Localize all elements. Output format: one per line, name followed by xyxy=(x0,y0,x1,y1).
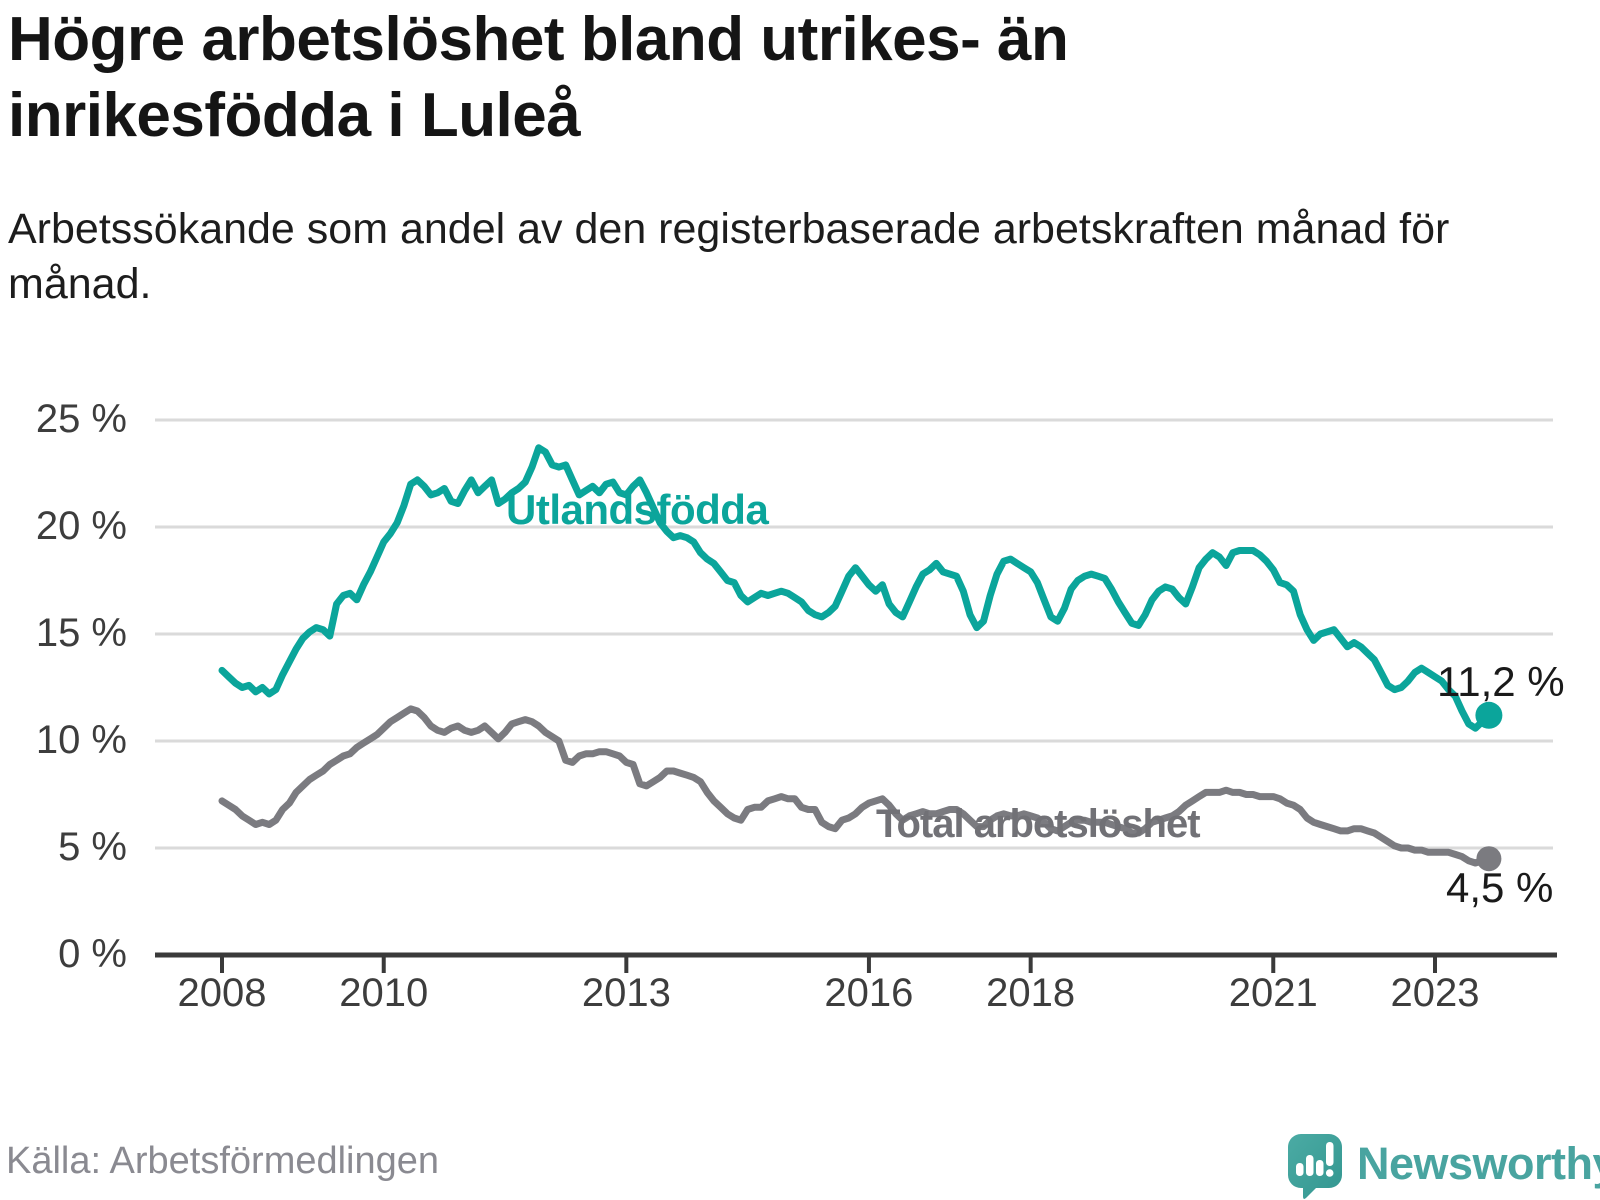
series-line-total xyxy=(218,705,1493,867)
series-line-utlandsfodda xyxy=(218,444,1493,732)
x-tick-label: 2021 xyxy=(1228,971,1318,1015)
x-tick-label: 2008 xyxy=(177,971,267,1015)
logo-exclamation-dot xyxy=(1325,1169,1334,1177)
logo-bar-3 xyxy=(1316,1160,1324,1176)
newsworthy-logo-icon xyxy=(1288,1134,1342,1199)
end-value-label-total: 4,5 % xyxy=(1446,864,1554,911)
end-value-label-utlandsfodda: 11,2 % xyxy=(1437,658,1565,705)
x-tick-label: 2016 xyxy=(824,971,914,1015)
x-tick-label: 2018 xyxy=(986,971,1076,1015)
source-attribution: Källa: Arbetsförmedlingen xyxy=(6,1140,440,1182)
x-tick-label: 2013 xyxy=(581,971,671,1015)
y-tick-label: 25 % xyxy=(35,397,127,441)
logo-bar-1 xyxy=(1296,1163,1304,1176)
newsworthy-wordmark: Newsworthy xyxy=(1357,1138,1600,1189)
x-tick-label: 2023 xyxy=(1390,971,1480,1015)
y-tick-label: 5 % xyxy=(58,825,127,869)
page-subtitle: Arbetssökande som andel av den registerb… xyxy=(8,205,1450,308)
y-tick-label: 0 % xyxy=(58,932,127,976)
series-end-dot-utlandsfodda xyxy=(1475,701,1503,729)
y-tick-label: 15 % xyxy=(35,611,127,655)
series-label-utlandsfodda: Utlandsfödda xyxy=(506,486,769,533)
page-title: Högre arbetslöshet bland utrikes- än inr… xyxy=(8,5,1069,150)
y-tick-label: 10 % xyxy=(35,718,127,762)
x-tick-label: 2010 xyxy=(339,971,429,1015)
y-tick-label: 20 % xyxy=(35,504,127,548)
series-label-total-arbetsloshet: Total arbetslöshet xyxy=(876,802,1201,846)
series-end-dot-total xyxy=(1476,846,1502,872)
logo-exclamation-bar xyxy=(1326,1142,1334,1166)
logo-bar-2 xyxy=(1306,1155,1314,1176)
